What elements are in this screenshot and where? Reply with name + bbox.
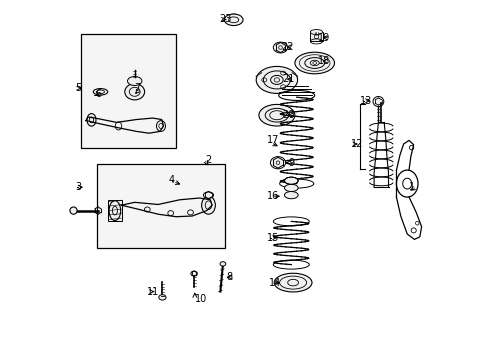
Text: 17: 17 [266,135,279,145]
Text: 16: 16 [266,191,279,201]
Ellipse shape [294,52,334,74]
Ellipse shape [124,84,144,100]
Ellipse shape [372,96,383,107]
Text: 15: 15 [266,233,279,243]
Text: 3: 3 [75,182,81,192]
Ellipse shape [310,30,322,35]
Bar [81,34,176,148]
Ellipse shape [273,42,287,53]
Text: 13: 13 [359,96,371,106]
Text: 7: 7 [134,83,140,93]
Ellipse shape [258,104,294,126]
Text: 20: 20 [281,110,294,120]
Ellipse shape [190,271,197,276]
Text: 10: 10 [194,294,206,304]
Ellipse shape [156,121,165,131]
Ellipse shape [109,201,121,220]
Text: 18: 18 [317,56,329,66]
Ellipse shape [220,262,225,266]
Ellipse shape [284,184,298,192]
Bar [107,200,122,221]
Ellipse shape [270,157,285,169]
Ellipse shape [70,207,77,214]
Ellipse shape [87,113,96,126]
Text: 11: 11 [147,287,159,297]
Ellipse shape [203,192,213,198]
Text: 19: 19 [317,33,329,43]
Text: 2: 2 [204,155,211,165]
Ellipse shape [256,66,297,94]
Bar [310,32,322,41]
Text: 21: 21 [281,74,294,84]
Ellipse shape [284,177,298,184]
Bar [97,164,224,248]
Text: 14: 14 [268,278,281,288]
Ellipse shape [127,77,142,85]
Text: 23: 23 [219,14,231,24]
Text: 1: 1 [408,182,415,192]
Ellipse shape [284,192,298,199]
Ellipse shape [201,196,215,214]
Text: 12: 12 [351,139,363,149]
Ellipse shape [159,294,166,300]
Text: 5: 5 [75,83,81,93]
Ellipse shape [224,14,243,26]
Text: 22: 22 [281,42,294,52]
Text: 9: 9 [287,158,294,168]
Text: 6: 6 [95,89,101,99]
Text: 4: 4 [168,175,175,185]
Text: 8: 8 [226,272,232,282]
Ellipse shape [274,273,311,292]
